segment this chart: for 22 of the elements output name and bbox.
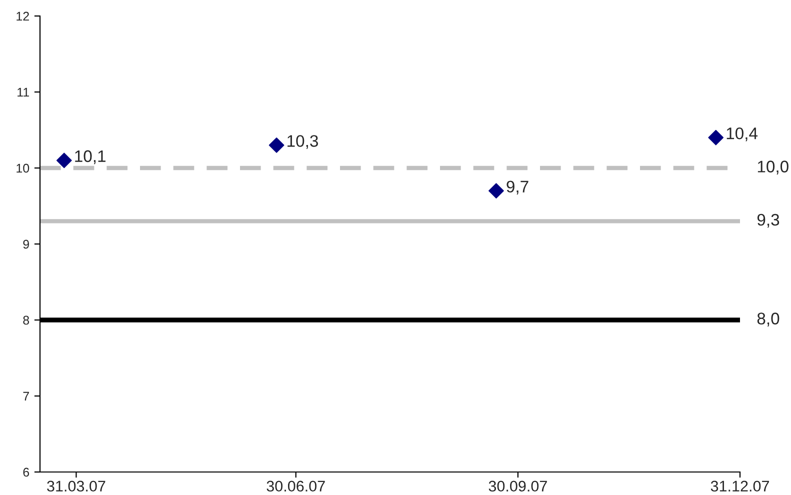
y-tick-label: 8: [23, 316, 30, 325]
x-tick-label: 31.03.07: [47, 480, 106, 492]
data-label: 10,4: [726, 127, 758, 142]
data-label: 10,1: [75, 150, 106, 164]
x-tick-label: 30.06.07: [266, 480, 325, 492]
ref-line-label: 9,3: [757, 214, 780, 228]
point: [56, 152, 72, 168]
point: [488, 183, 504, 198]
point: [708, 130, 724, 146]
x-tick-label: 31.12.07: [710, 480, 769, 492]
ref-line-label: 10,0: [758, 160, 788, 174]
point: [268, 138, 284, 153]
data-label: 10,3: [288, 135, 318, 149]
y-tick-label: 12: [16, 12, 29, 21]
y-tick-label: 11: [18, 88, 29, 97]
y-tick-label: 7: [23, 392, 29, 401]
y-tick-label: 10: [16, 164, 30, 173]
data-label: 9,7: [506, 180, 528, 194]
y-tick-label: 6: [23, 468, 30, 477]
y-tick-label: 9: [23, 240, 29, 249]
ref-line-label: 8,0: [757, 312, 780, 326]
x-tick-label: 30.09.07: [488, 480, 547, 492]
